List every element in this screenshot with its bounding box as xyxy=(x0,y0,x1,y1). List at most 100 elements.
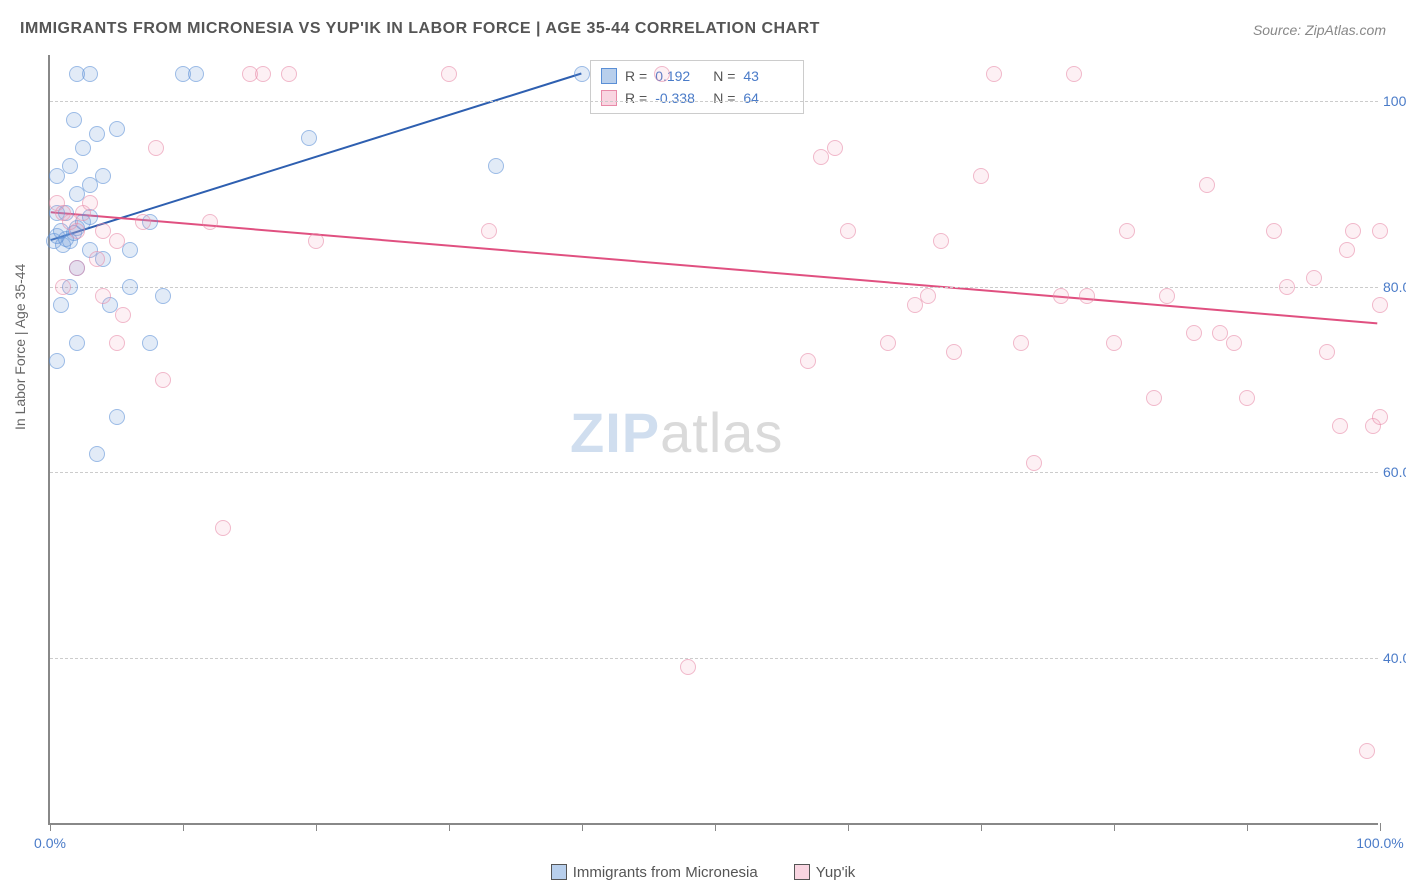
scatter-point xyxy=(255,66,271,82)
x-tick xyxy=(1114,823,1115,831)
legend-swatch xyxy=(794,864,810,880)
trend-line xyxy=(51,212,1378,323)
stats-r-value: -0.338 xyxy=(655,87,705,109)
scatter-point xyxy=(1013,335,1029,351)
scatter-point xyxy=(1199,177,1215,193)
scatter-point xyxy=(574,66,590,82)
scatter-point xyxy=(75,140,91,156)
x-tick xyxy=(981,823,982,831)
gridline xyxy=(50,101,1378,102)
scatter-point xyxy=(1066,66,1082,82)
trendlines-layer xyxy=(50,55,1378,823)
gridline xyxy=(50,658,1378,659)
stats-n-value: 43 xyxy=(743,65,793,87)
correlation-stats-box: R =0.192N =43R =-0.338N =64 xyxy=(590,60,804,114)
scatter-point xyxy=(188,66,204,82)
scatter-point xyxy=(308,233,324,249)
x-tick xyxy=(449,823,450,831)
scatter-point xyxy=(1372,409,1388,425)
scatter-point xyxy=(109,121,125,137)
scatter-point xyxy=(1345,223,1361,239)
scatter-point xyxy=(69,260,85,276)
scatter-point xyxy=(481,223,497,239)
x-tick xyxy=(715,823,716,831)
stats-swatch xyxy=(601,90,617,106)
scatter-point xyxy=(1332,418,1348,434)
stats-r-label: R = xyxy=(625,87,647,109)
scatter-point xyxy=(973,168,989,184)
x-tick xyxy=(1247,823,1248,831)
scatter-point xyxy=(281,66,297,82)
scatter-point xyxy=(827,140,843,156)
chart-legend: Immigrants from Micronesia Yup'ik xyxy=(0,864,1406,885)
scatter-point xyxy=(82,195,98,211)
scatter-point xyxy=(946,344,962,360)
scatter-point xyxy=(89,446,105,462)
scatter-point xyxy=(155,372,171,388)
scatter-point xyxy=(1053,288,1069,304)
scatter-point xyxy=(69,66,85,82)
legend-label: Yup'ik xyxy=(816,864,856,881)
scatter-point xyxy=(880,335,896,351)
scatter-point xyxy=(62,158,78,174)
scatter-point xyxy=(986,66,1002,82)
scatter-point xyxy=(89,251,105,267)
legend-swatch xyxy=(551,864,567,880)
scatter-point xyxy=(1079,288,1095,304)
scatter-point xyxy=(1159,288,1175,304)
scatter-point xyxy=(1339,242,1355,258)
scatter-point xyxy=(1266,223,1282,239)
y-tick-label: 80.0% xyxy=(1383,279,1406,295)
scatter-point xyxy=(69,223,85,239)
scatter-point xyxy=(920,288,936,304)
scatter-point xyxy=(1372,223,1388,239)
scatter-point xyxy=(122,242,138,258)
scatter-point xyxy=(1119,223,1135,239)
scatter-point xyxy=(800,353,816,369)
scatter-point xyxy=(1239,390,1255,406)
stats-n-label: N = xyxy=(713,87,735,109)
x-tick xyxy=(316,823,317,831)
y-axis-label: In Labor Force | Age 35-44 xyxy=(12,264,28,430)
x-tick xyxy=(1380,823,1381,831)
scatter-point xyxy=(109,233,125,249)
scatter-point xyxy=(1226,335,1242,351)
x-tick xyxy=(183,823,184,831)
gridline xyxy=(50,287,1378,288)
scatter-point xyxy=(53,297,69,313)
x-tick xyxy=(582,823,583,831)
chart-title: IMMIGRANTS FROM MICRONESIA VS YUP'IK IN … xyxy=(20,20,820,38)
gridline xyxy=(50,472,1378,473)
legend-item: Yup'ik xyxy=(794,864,856,881)
scatter-point xyxy=(55,279,71,295)
y-tick-label: 60.0% xyxy=(1383,464,1406,480)
scatter-point xyxy=(215,520,231,536)
scatter-point xyxy=(202,214,218,230)
trend-line xyxy=(51,74,582,241)
legend-label: Immigrants from Micronesia xyxy=(573,864,758,881)
scatter-point xyxy=(1106,335,1122,351)
source-attribution: Source: ZipAtlas.com xyxy=(1253,22,1386,38)
scatter-point xyxy=(95,168,111,184)
scatter-point xyxy=(441,66,457,82)
y-tick-label: 40.0% xyxy=(1383,650,1406,666)
scatter-point xyxy=(488,158,504,174)
scatter-point xyxy=(109,409,125,425)
scatter-point xyxy=(1146,390,1162,406)
scatter-point xyxy=(1306,270,1322,286)
stats-r-label: R = xyxy=(625,65,647,87)
scatter-point xyxy=(109,335,125,351)
scatter-point xyxy=(142,335,158,351)
scatter-point xyxy=(1026,455,1042,471)
scatter-point xyxy=(122,279,138,295)
y-tick-label: 100.0% xyxy=(1383,93,1406,109)
x-tick xyxy=(848,823,849,831)
scatter-point xyxy=(66,112,82,128)
scatter-point xyxy=(1186,325,1202,341)
scatter-point xyxy=(115,307,131,323)
scatter-point xyxy=(680,659,696,675)
scatter-point xyxy=(155,288,171,304)
scatter-point xyxy=(1319,344,1335,360)
legend-item: Immigrants from Micronesia xyxy=(551,864,758,881)
chart-plot-area: R =0.192N =43R =-0.338N =64 40.0%60.0%80… xyxy=(48,55,1378,825)
